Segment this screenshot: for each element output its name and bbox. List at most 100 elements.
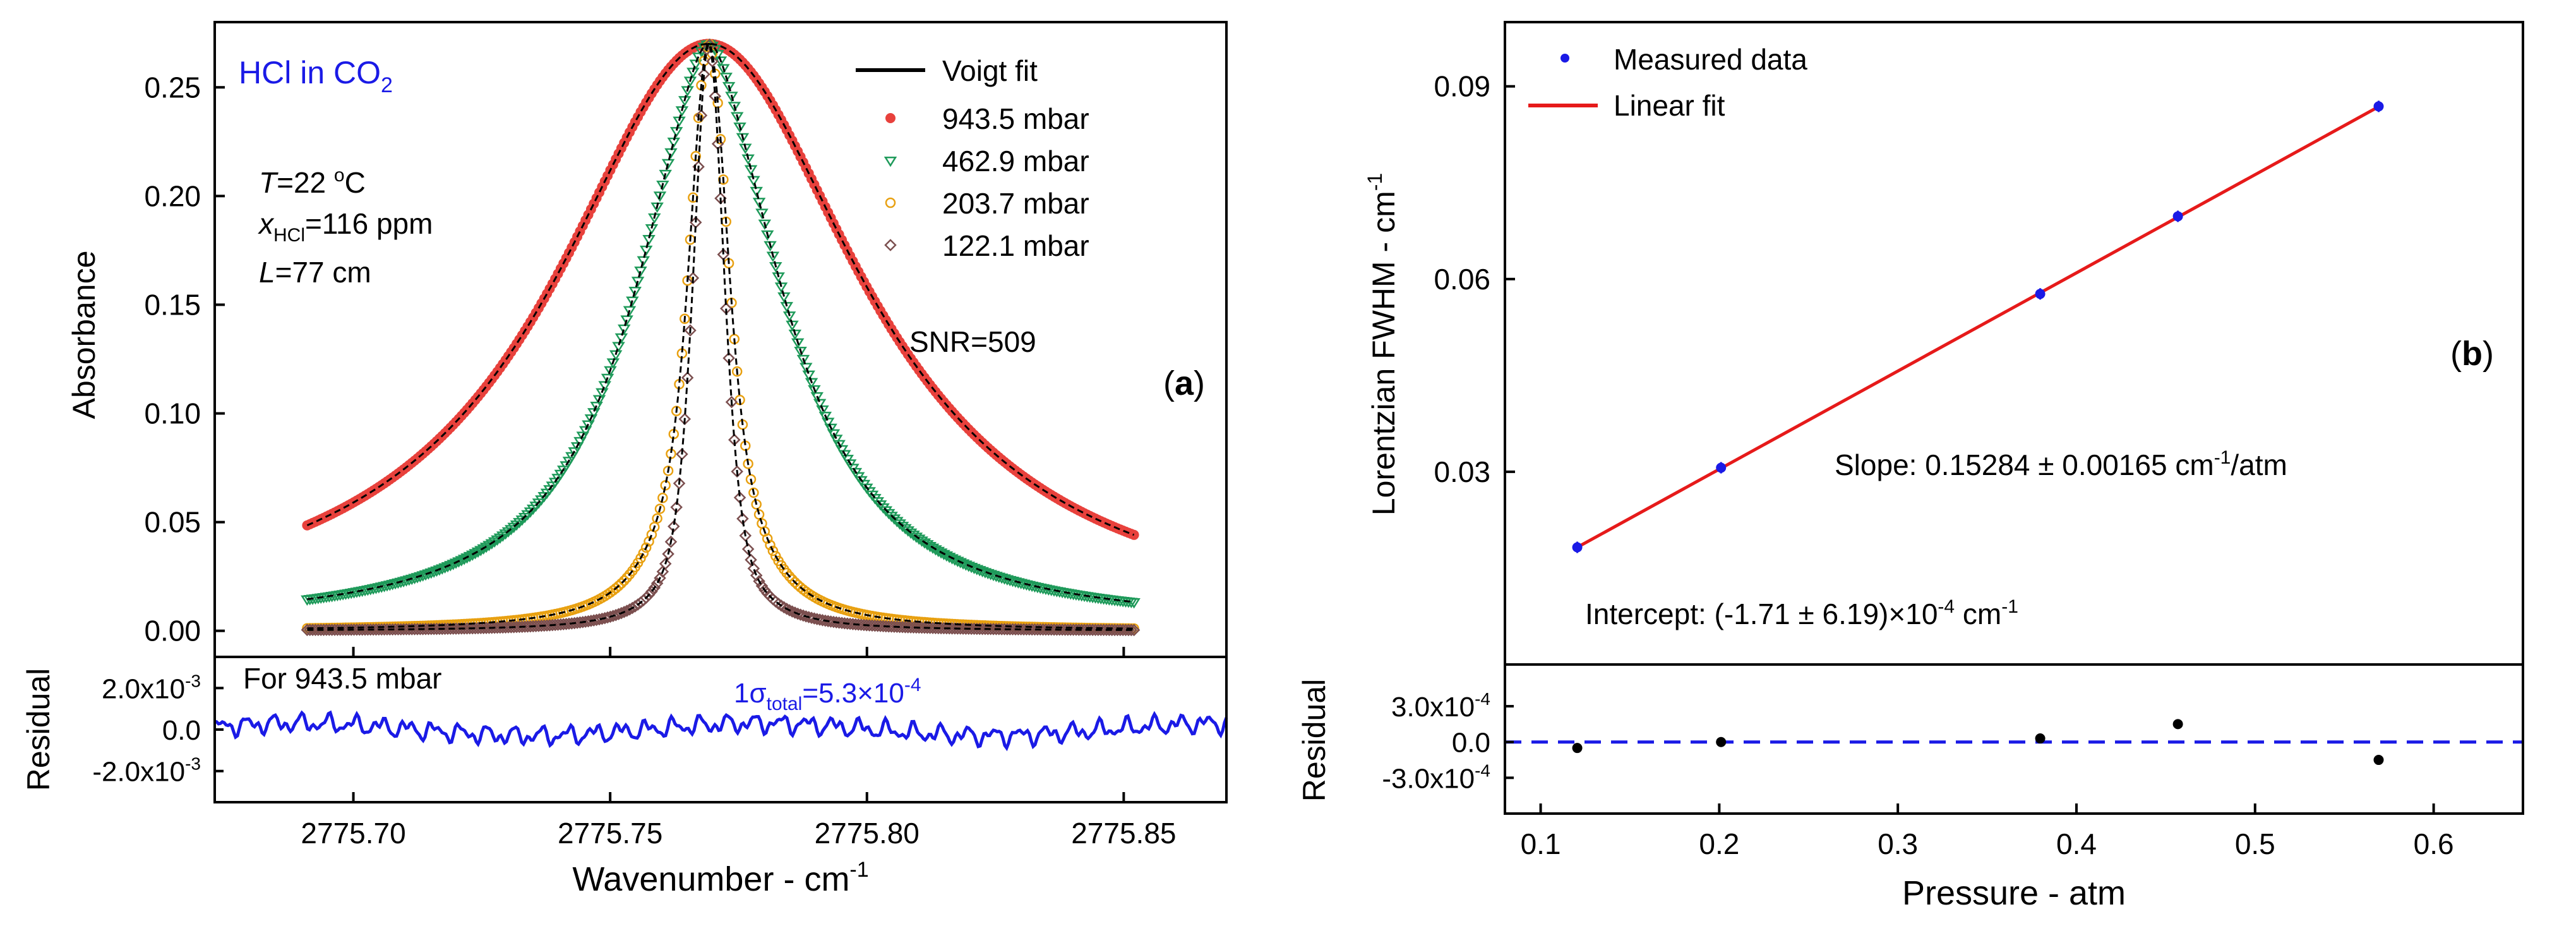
- panel-b-res-y-tick-label-base: -3.0x10: [1382, 763, 1475, 794]
- panel-a-res-y-tick-label-base: 0.0: [162, 715, 201, 746]
- data-point: [684, 324, 697, 337]
- data-point: [945, 622, 959, 635]
- data-point: [446, 622, 460, 635]
- legend-label: 203.7 mbar: [942, 187, 1089, 220]
- panel-b-y-axis-label: Lorentzian FWHM - cm-1: [1363, 173, 1401, 515]
- panel-a-res-y-tick-label-base: -2.0x10: [92, 757, 185, 788]
- data-point: [645, 585, 658, 598]
- panel-a-y-tick-label: 0.20: [144, 179, 201, 212]
- data-point: [466, 622, 479, 635]
- data-point: [951, 622, 964, 635]
- panel-b-res-y-tick-label-exp: -4: [1475, 689, 1490, 709]
- data-point: [648, 581, 661, 594]
- data-point: [436, 622, 448, 635]
- panel-b-x-ticks: 0.1 0.2 0.3 0.4 0.5 0.6: [1521, 803, 2454, 860]
- data-point: [715, 134, 726, 145]
- data-point: [472, 622, 484, 635]
- data-point: [808, 385, 821, 396]
- data-point: [824, 423, 837, 435]
- data-point: [408, 623, 421, 635]
- data-point: [587, 408, 601, 419]
- panel-a-label: (a): [1163, 364, 1205, 402]
- data-point: [638, 548, 649, 559]
- data-point: [664, 148, 678, 159]
- data-point: [995, 623, 1008, 635]
- data-point: [414, 623, 427, 635]
- data-point: [491, 621, 504, 634]
- data-point: [416, 623, 429, 635]
- data-point: [628, 286, 642, 298]
- data-point: [505, 621, 518, 634]
- panel-b-residual-plot: [1505, 719, 2523, 766]
- data-point: [419, 570, 433, 581]
- data-point: [1014, 623, 1027, 636]
- data-point: [496, 621, 509, 634]
- data-point: [428, 622, 440, 635]
- data-point: [993, 623, 1005, 635]
- data-point: [943, 622, 956, 635]
- data-point: [438, 563, 452, 574]
- residual-sigma-label: 1σtotal=5.3×10-4: [734, 675, 921, 714]
- panel-b-res-y-tick-label: -3.0x10-4: [1382, 761, 1490, 794]
- data-point: [973, 622, 986, 635]
- panel-b-x-tick-label: 0.2: [1699, 827, 1739, 860]
- data-point: [618, 606, 631, 618]
- data-point: [664, 535, 678, 548]
- data-point: [976, 622, 989, 635]
- panel-a-y-axis-label: Absorbance: [66, 251, 102, 419]
- panel-b-x-tick-label: 0.3: [1878, 827, 1918, 860]
- data-point: [486, 622, 498, 634]
- voigt-fit-line: [307, 43, 1134, 630]
- species-label: HCl in CO2: [239, 55, 393, 97]
- residual-line: [214, 710, 1228, 752]
- data-point: [410, 573, 424, 584]
- data-point: [411, 623, 424, 635]
- slope-label: Slope: 0.15284 ± 0.00165 cm-1/atm: [1835, 447, 2287, 481]
- data-point: [516, 620, 529, 634]
- data-point: [598, 381, 611, 392]
- data-point: [810, 392, 824, 403]
- data-point: [419, 623, 432, 635]
- data-point: [1001, 623, 1014, 635]
- data-point: [971, 622, 983, 635]
- data-point: [424, 623, 438, 635]
- data-point: [499, 621, 512, 634]
- legend-linear-fit-label: Linear fit: [1614, 89, 1725, 122]
- intercept-label: Intercept: (-1.71 ± 6.19)×10-4 cm-1: [1585, 596, 2018, 630]
- data-point: [830, 435, 843, 445]
- legend-marker: [884, 156, 897, 167]
- data-point: [725, 92, 738, 102]
- data-point: [689, 59, 702, 70]
- linear-fit-line: [1576, 105, 2380, 549]
- data-point: [656, 565, 669, 578]
- panel-a-y-tick-label: 0.00: [144, 615, 201, 647]
- panel-b-residual-frame: [1504, 663, 2524, 815]
- data-point: [400, 623, 413, 636]
- data-point: [827, 429, 841, 440]
- data-point: [662, 548, 674, 560]
- data-point: [510, 620, 523, 634]
- data-point: [722, 81, 736, 93]
- data-point: [457, 555, 471, 565]
- data-point: [626, 601, 639, 615]
- data-point: [1006, 623, 1019, 636]
- data-point: [981, 623, 995, 635]
- measured-data-point: [1716, 462, 1727, 473]
- data-point: [731, 465, 743, 478]
- data-point: [733, 123, 746, 133]
- panel-b-x-axis-label: Pressure - atm: [1902, 874, 2126, 912]
- residual-point: [2172, 719, 2183, 730]
- legend-marker: [885, 113, 896, 123]
- data-point: [590, 402, 603, 412]
- data-point: [446, 560, 460, 570]
- data-point: [455, 622, 468, 635]
- data-point: [573, 436, 587, 448]
- data-point: [449, 558, 463, 569]
- data-point: [717, 64, 730, 75]
- legend-voigt-label: Voigt fit: [942, 54, 1038, 87]
- legend-marker: [884, 239, 897, 251]
- voigt-fit-line: [306, 42, 1135, 536]
- data-point: [686, 272, 700, 284]
- data-point: [474, 546, 488, 556]
- data-point: [619, 575, 630, 586]
